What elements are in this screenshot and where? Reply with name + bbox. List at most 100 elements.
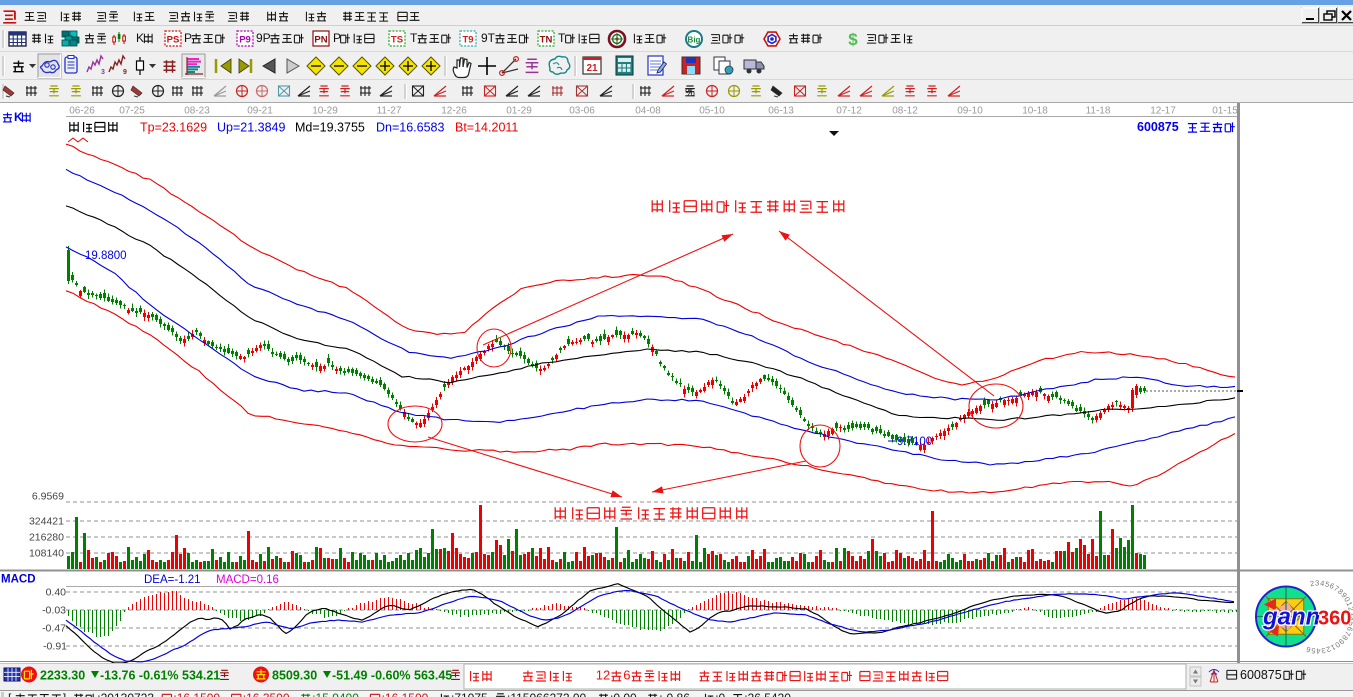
svg-text:06-26: 06-26	[69, 106, 95, 117]
svg-text::16.1500: :16.1500	[173, 691, 220, 697]
svg-text:1: 1	[1329, 642, 1337, 652]
svg-text:4: 4	[1316, 646, 1320, 655]
svg-text:19.8800: 19.8800	[85, 250, 127, 262]
svg-text:MACD=0.16: MACD=0.16	[216, 574, 279, 586]
svg-text:-0.91: -0.91	[43, 641, 67, 653]
svg-text:216280: 216280	[29, 532, 64, 544]
svg-text:600875: 600875	[1240, 668, 1282, 682]
svg-text::20130723: :20130723	[97, 691, 154, 697]
svg-text:6: 6	[1328, 581, 1336, 591]
svg-text:0: 0	[1342, 595, 1352, 603]
svg-text:6.9569: 6.9569	[32, 491, 64, 503]
svg-text:0.40: 0.40	[46, 587, 67, 599]
svg-text:12-26: 12-26	[441, 106, 467, 117]
svg-text:09-10: 09-10	[957, 106, 983, 117]
svg-text:TN: TN	[540, 35, 553, 46]
svg-text:7: 7	[1343, 629, 1353, 637]
svg-text:T: T	[410, 31, 418, 45]
svg-text:10-29: 10-29	[312, 106, 338, 117]
svg-text:PS: PS	[167, 35, 180, 46]
svg-text:-0.47: -0.47	[42, 623, 66, 635]
svg-text:2: 2	[1309, 579, 1315, 589]
svg-text:9P: 9P	[256, 31, 271, 45]
svg-text:Big: Big	[688, 36, 701, 45]
svg-text:]: ]	[63, 691, 66, 697]
svg-text::0: :0	[715, 691, 725, 697]
svg-text:4: 4	[1320, 579, 1325, 588]
svg-text:12: 12	[596, 668, 610, 683]
svg-text:324421: 324421	[29, 516, 64, 528]
svg-text:3: 3	[1321, 646, 1327, 656]
svg-text::15.9400: :15.9400	[312, 691, 359, 697]
svg-text:T: T	[558, 31, 566, 45]
svg-text::16.3500: :16.3500	[243, 691, 290, 697]
svg-text::16.1500: :16.1500	[382, 691, 429, 697]
svg-text:9: 9	[123, 69, 127, 76]
svg-text:12-17: 12-17	[1150, 106, 1176, 117]
svg-text:07-25: 07-25	[119, 106, 145, 117]
svg-text:7: 7	[1332, 584, 1340, 594]
svg-text::0.00: :0.00	[610, 691, 637, 697]
svg-text:9T: 9T	[481, 31, 496, 45]
svg-text:2: 2	[1346, 606, 1353, 612]
svg-text:2233.30: 2233.30	[40, 669, 85, 683]
svg-text::-0.86: :-0.86	[659, 691, 690, 697]
svg-text:2: 2	[1325, 644, 1332, 654]
svg-text:-51.49 -0.60% 563.45: -51.49 -0.60% 563.45	[332, 669, 452, 683]
svg-text:TS: TS	[391, 35, 403, 46]
svg-text:T9: T9	[462, 35, 473, 46]
svg-text:9.7100: 9.7100	[897, 436, 932, 448]
svg-text:108140: 108140	[29, 548, 64, 560]
svg-text:03-06: 03-06	[569, 106, 595, 117]
svg-text:04-08: 04-08	[635, 106, 661, 117]
svg-text:P: P	[184, 31, 192, 45]
svg-text:Tp=23.1629: Tp=23.1629	[140, 121, 207, 135]
svg-text:-13.76 -0.61% 534.21: -13.76 -0.61% 534.21	[100, 669, 220, 683]
svg-text:01-15: 01-15	[1212, 106, 1238, 117]
svg-text:360: 360	[1318, 608, 1351, 630]
svg-text:4: 4	[1347, 617, 1353, 622]
svg-text:Md=19.3755: Md=19.3755	[295, 121, 365, 135]
svg-text:DEA=-1.21: DEA=-1.21	[144, 574, 201, 586]
svg-text:11-18: 11-18	[1086, 106, 1111, 117]
svg-text:5: 5	[1311, 646, 1316, 655]
svg-text:06-13: 06-13	[768, 106, 794, 117]
svg-text:3: 3	[1315, 578, 1319, 587]
svg-text:10-18: 10-18	[1022, 106, 1048, 117]
svg-text:08-12: 08-12	[892, 106, 918, 117]
svg-text:21: 21	[586, 63, 598, 74]
svg-text:600875: 600875	[1137, 120, 1179, 134]
svg-text:Dn=16.6583: Dn=16.6583	[376, 121, 445, 135]
svg-text:$: $	[848, 30, 858, 49]
svg-text:PN: PN	[314, 35, 327, 46]
svg-text:6: 6	[623, 668, 630, 683]
svg-text:07-12: 07-12	[836, 106, 862, 117]
svg-text:MACD: MACD	[1, 574, 36, 586]
svg-text:9: 9	[1339, 591, 1349, 600]
svg-text:[: [	[8, 691, 12, 697]
svg-text:11-27: 11-27	[377, 106, 402, 117]
svg-text:8: 8	[1336, 587, 1345, 597]
svg-text:-0.03: -0.03	[42, 605, 66, 617]
svg-text:gann: gann	[1262, 604, 1320, 631]
svg-text:9: 9	[1337, 637, 1346, 646]
svg-text::26.5420: :26.5420	[744, 691, 791, 697]
svg-text:6: 6	[1305, 645, 1312, 655]
svg-text:6: 6	[1345, 625, 1353, 632]
svg-text:Up=21.3849: Up=21.3849	[217, 121, 286, 135]
svg-text:08-23: 08-23	[184, 106, 210, 117]
svg-text:5: 5	[1346, 621, 1353, 627]
svg-text:1: 1	[1344, 600, 1353, 607]
svg-text:3: 3	[1347, 611, 1353, 616]
svg-text:8: 8	[1340, 633, 1350, 642]
svg-text:K: K	[136, 31, 144, 45]
svg-text:P: P	[333, 31, 341, 45]
svg-text:P9: P9	[239, 35, 251, 46]
svg-text::115066272.00: :115066272.00	[507, 691, 587, 697]
svg-text:3: 3	[101, 69, 105, 76]
svg-text:%: %	[685, 87, 695, 99]
svg-text:Bt=14.2011: Bt=14.2011	[455, 121, 518, 135]
svg-text:01-29: 01-29	[506, 106, 532, 117]
svg-text::71075: :71075	[451, 691, 488, 697]
svg-text:5: 5	[1324, 579, 1330, 589]
